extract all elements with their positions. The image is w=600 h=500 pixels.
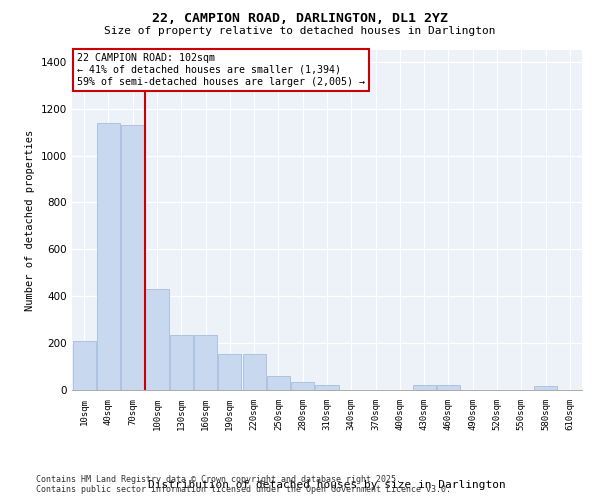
Text: Contains public sector information licensed under the Open Government Licence v3: Contains public sector information licen… xyxy=(36,485,451,494)
Text: Size of property relative to detached houses in Darlington: Size of property relative to detached ho… xyxy=(104,26,496,36)
Text: 22 CAMPION ROAD: 102sqm
← 41% of detached houses are smaller (1,394)
59% of semi: 22 CAMPION ROAD: 102sqm ← 41% of detache… xyxy=(77,54,365,86)
Bar xyxy=(194,335,217,390)
Bar xyxy=(121,125,144,390)
Bar xyxy=(97,122,120,390)
Bar xyxy=(242,354,266,390)
Bar xyxy=(316,386,338,390)
Bar xyxy=(267,376,290,390)
Text: Contains HM Land Registry data © Crown copyright and database right 2025.: Contains HM Land Registry data © Crown c… xyxy=(36,475,401,484)
Bar xyxy=(291,382,314,390)
Bar xyxy=(170,335,193,390)
Bar xyxy=(534,386,557,390)
Text: 22, CAMPION ROAD, DARLINGTON, DL1 2YZ: 22, CAMPION ROAD, DARLINGTON, DL1 2YZ xyxy=(152,12,448,24)
Bar xyxy=(73,341,95,390)
Bar xyxy=(145,289,169,390)
Bar xyxy=(437,386,460,390)
Bar xyxy=(413,386,436,390)
Bar xyxy=(218,354,241,390)
Y-axis label: Number of detached properties: Number of detached properties xyxy=(25,130,35,310)
X-axis label: Distribution of detached houses by size in Darlington: Distribution of detached houses by size … xyxy=(148,480,506,490)
